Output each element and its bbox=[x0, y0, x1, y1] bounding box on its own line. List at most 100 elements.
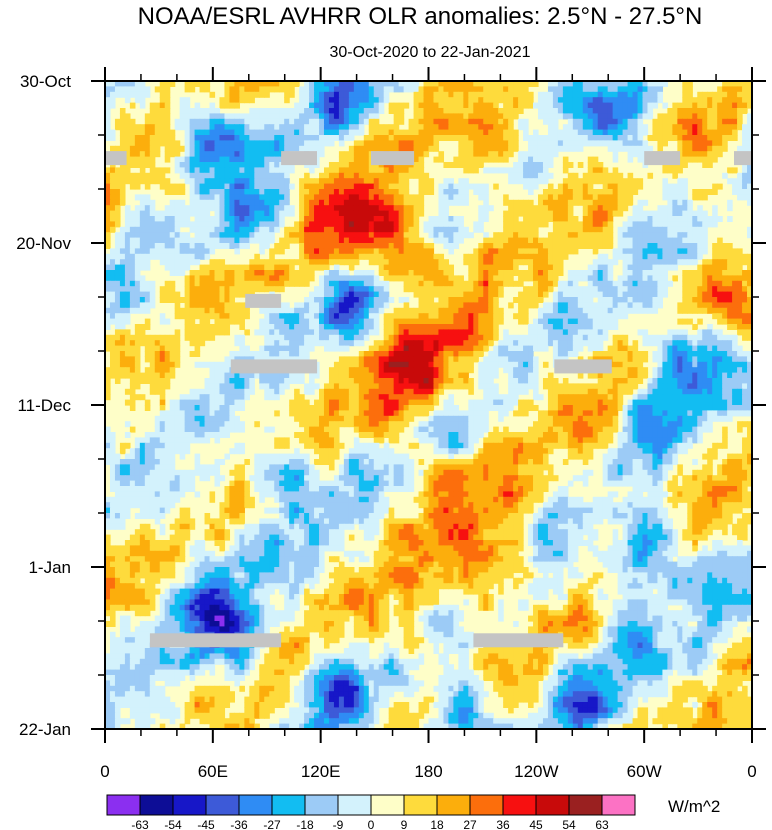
heatmap-cell bbox=[602, 108, 609, 114]
heatmap-cell bbox=[513, 334, 519, 341]
heatmap-cell bbox=[433, 124, 440, 131]
heatmap-cell bbox=[483, 97, 489, 104]
heatmap-cell bbox=[259, 221, 265, 228]
heatmap-cell bbox=[707, 145, 713, 152]
heatmap-cell bbox=[742, 167, 748, 174]
heatmap-cell bbox=[642, 307, 649, 314]
heatmap-cell bbox=[727, 108, 733, 114]
heatmap-cell bbox=[552, 307, 559, 314]
heatmap-cell bbox=[537, 145, 544, 152]
heatmap-cell bbox=[209, 172, 216, 179]
heatmap-cell bbox=[677, 102, 683, 109]
heatmap-cell bbox=[398, 205, 405, 212]
heatmap-cell bbox=[632, 259, 639, 266]
heatmap-cell bbox=[184, 259, 191, 266]
heatmap-cell bbox=[244, 86, 250, 93]
heatmap-cell bbox=[229, 264, 235, 271]
heatmap-cell bbox=[552, 318, 559, 325]
heatmap-cell bbox=[249, 232, 255, 239]
heatmap-cell bbox=[637, 135, 644, 141]
heatmap-cell bbox=[408, 275, 415, 282]
heatmap-cell bbox=[403, 205, 410, 212]
heatmap-cell bbox=[448, 280, 454, 287]
heatmap-cell bbox=[159, 243, 166, 249]
heatmap-cell bbox=[503, 221, 509, 228]
heatmap-cell bbox=[294, 113, 300, 120]
heatmap-cell bbox=[139, 210, 146, 217]
heatmap-cell bbox=[309, 313, 315, 320]
heatmap-cell bbox=[234, 307, 240, 314]
heatmap-cell bbox=[587, 140, 594, 147]
heatmap-cell bbox=[134, 124, 141, 131]
heatmap-cell bbox=[224, 81, 231, 87]
heatmap-cell bbox=[448, 162, 454, 168]
heatmap-cell bbox=[627, 91, 634, 98]
heatmap-cell bbox=[742, 318, 748, 325]
heatmap-cell bbox=[622, 97, 629, 104]
heatmap-cell bbox=[194, 118, 201, 125]
heatmap-cell bbox=[423, 318, 430, 325]
heatmap-cell bbox=[309, 297, 315, 303]
heatmap-cell bbox=[333, 232, 340, 239]
heatmap-cell bbox=[348, 178, 355, 185]
heatmap-cell bbox=[433, 86, 440, 93]
heatmap-cell bbox=[587, 313, 594, 320]
heatmap-cell bbox=[105, 297, 111, 303]
heatmap-cell bbox=[508, 253, 514, 260]
heatmap-cell bbox=[523, 275, 529, 282]
heatmap-cell bbox=[254, 167, 260, 174]
heatmap-cell bbox=[398, 183, 405, 190]
heatmap-cell bbox=[473, 253, 479, 260]
heatmap-cell bbox=[279, 210, 285, 217]
heatmap-cell bbox=[199, 232, 206, 239]
heatmap-cell bbox=[314, 205, 320, 212]
heatmap-cell bbox=[612, 194, 619, 201]
heatmap-cell bbox=[617, 140, 624, 147]
heatmap-cell bbox=[323, 108, 330, 114]
heatmap-cell bbox=[119, 329, 126, 336]
heatmap-cell bbox=[214, 275, 221, 282]
heatmap-cell bbox=[423, 151, 430, 158]
heatmap-cell bbox=[737, 189, 743, 195]
heatmap-cell bbox=[662, 178, 668, 185]
heatmap-cell bbox=[413, 334, 420, 341]
heatmap-cell bbox=[184, 216, 191, 222]
heatmap-cell bbox=[433, 318, 440, 325]
heatmap-cell bbox=[224, 102, 231, 109]
heatmap-cell bbox=[418, 118, 425, 125]
heatmap-cell bbox=[284, 270, 290, 276]
heatmap-cell bbox=[652, 291, 659, 298]
heatmap-cell bbox=[717, 253, 723, 260]
heatmap-cell bbox=[199, 286, 206, 293]
heatmap-cell bbox=[189, 253, 196, 260]
heatmap-cell bbox=[582, 221, 589, 228]
heatmap-cell bbox=[523, 97, 529, 104]
heatmap-cell bbox=[124, 237, 131, 244]
heatmap-cell bbox=[547, 91, 554, 98]
heatmap-cell bbox=[523, 178, 529, 185]
heatmap-cell bbox=[712, 91, 718, 98]
heatmap-cell bbox=[697, 113, 703, 120]
heatmap-cell bbox=[612, 189, 619, 195]
heatmap-cell bbox=[458, 275, 464, 282]
heatmap-cell bbox=[433, 113, 440, 120]
heatmap-cell bbox=[712, 313, 718, 320]
heatmap-cell bbox=[707, 275, 713, 282]
heatmap-cell bbox=[204, 237, 211, 244]
heatmap-cell bbox=[662, 275, 668, 282]
heatmap-cell bbox=[692, 102, 698, 109]
heatmap-cell bbox=[383, 275, 390, 282]
heatmap-cell bbox=[309, 199, 315, 206]
heatmap-cell bbox=[343, 270, 350, 276]
heatmap-cell bbox=[627, 216, 634, 222]
heatmap-cell bbox=[114, 81, 121, 87]
heatmap-cell bbox=[547, 102, 554, 109]
heatmap-cell bbox=[682, 291, 688, 298]
heatmap-cell bbox=[269, 324, 275, 330]
heatmap-cell bbox=[547, 86, 554, 93]
heatmap-cell bbox=[408, 264, 415, 271]
heatmap-cell bbox=[363, 286, 370, 293]
heatmap-cell bbox=[433, 81, 440, 87]
heatmap-cell bbox=[747, 124, 752, 131]
heatmap-cell bbox=[373, 135, 380, 141]
